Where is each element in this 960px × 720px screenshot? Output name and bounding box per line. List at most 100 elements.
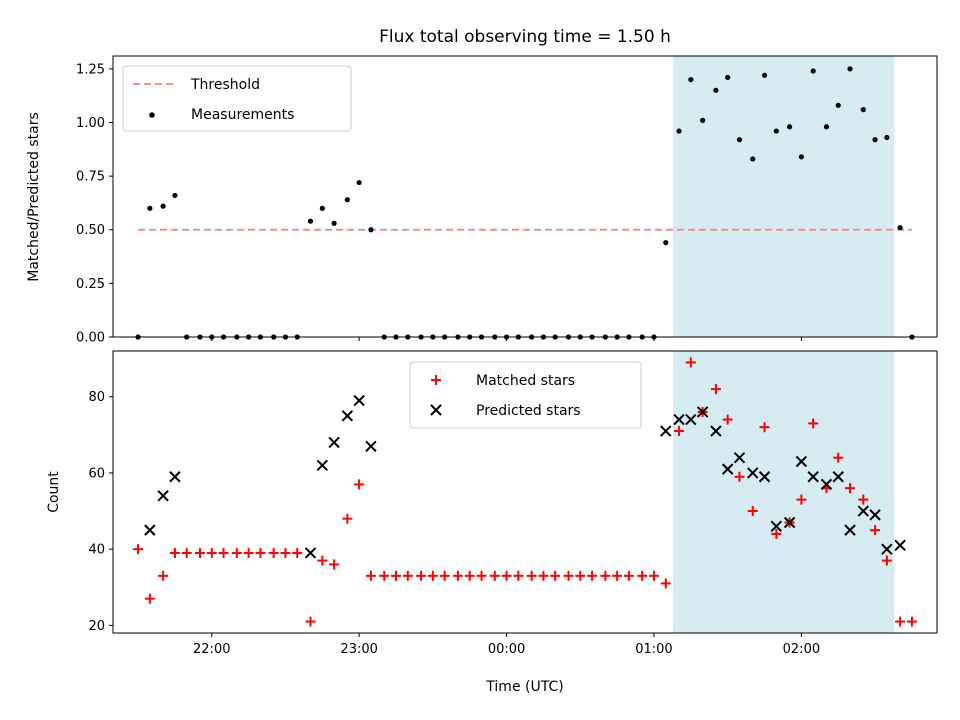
measurement-point	[773, 128, 779, 134]
bottom-x-axis: 22:00 23:00 00:00 01:00 02:00	[193, 633, 820, 657]
matched-star-point	[550, 570, 561, 581]
predicted-star-point-b	[328, 436, 340, 449]
predicted-star-point-b	[316, 459, 329, 472]
predicted-star-point-b	[795, 455, 808, 468]
matched-star-point	[489, 570, 500, 581]
matched-star-point	[648, 570, 659, 581]
measurement-point	[368, 227, 374, 233]
predicted-star-point-b	[365, 440, 377, 452]
matched-star-point	[452, 570, 463, 581]
predicted-star-point-b	[144, 524, 156, 536]
matched-star-point	[329, 559, 340, 570]
matched-star-point	[858, 494, 869, 505]
top-y-tick-label: 0.00	[76, 331, 105, 346]
bottom-legend-box	[409, 361, 642, 429]
matched-star-point	[158, 570, 169, 581]
matched-star-point	[268, 547, 279, 558]
matched-star-point	[612, 570, 623, 581]
top-y-tick-label: 0.25	[76, 277, 105, 292]
matched-star-point	[354, 479, 365, 490]
chart-title: Flux total observing time = 1.50 h	[379, 27, 671, 47]
measurement-point	[897, 225, 903, 231]
matched-star-point	[674, 426, 685, 437]
matched-star-point	[538, 570, 549, 581]
predicted-star-point	[157, 490, 169, 502]
matched-star-point	[563, 570, 574, 581]
top-legend-box	[122, 65, 352, 132]
matched-star-point	[194, 547, 205, 558]
predicted-star-point-b	[353, 394, 365, 407]
matched-star-point	[365, 570, 376, 581]
predicted-star-point	[770, 520, 783, 533]
matched-star-point	[747, 506, 758, 517]
predicted-star-point-b	[721, 463, 734, 475]
predicted-stars-series	[144, 394, 906, 559]
predicted-star-point-b	[881, 543, 893, 555]
matched-star-point	[722, 414, 733, 425]
measurement-point	[884, 134, 890, 141]
matched-star-point	[734, 471, 745, 482]
legend-matched-label: Matched stars	[476, 373, 575, 389]
matched-star-point	[402, 570, 413, 581]
matched-star-point	[416, 570, 427, 581]
matched-star-point	[391, 570, 402, 581]
legend-matched-swatch	[431, 375, 441, 385]
matched-star-point	[342, 513, 353, 524]
measurement-point	[700, 117, 706, 123]
measurement-point	[344, 197, 350, 203]
top-y-tick-label: 1.00	[76, 116, 105, 131]
measurement-point	[798, 154, 804, 160]
matched-star-point	[771, 528, 782, 539]
predicted-star-point	[869, 509, 881, 521]
legend-threshold-label: Threshold	[190, 77, 260, 93]
legend-predicted-label: Predicted stars	[476, 403, 581, 419]
x-tick-label: 02:00	[783, 642, 820, 657]
legend-measurements-swatch	[149, 112, 155, 118]
measurement-point	[860, 107, 866, 113]
matched-star-point	[379, 570, 390, 581]
predicted-star-point	[807, 471, 819, 483]
matched-star-point	[439, 570, 450, 581]
predicted-star-point	[144, 524, 156, 536]
predicted-star-point	[820, 478, 833, 491]
measurement-point	[823, 124, 830, 130]
measurement-point	[688, 76, 694, 83]
predicted-star-point	[857, 505, 870, 517]
matched-stars-series	[133, 357, 917, 627]
measurement-point	[847, 66, 853, 72]
matched-star-point	[476, 570, 487, 581]
predicted-star-point-b	[869, 509, 881, 521]
matched-star-point	[833, 452, 844, 463]
predicted-star-point	[353, 394, 365, 407]
matched-star-point	[600, 570, 611, 581]
matched-star-point	[845, 483, 856, 494]
x-axis-label: Time (UTC)	[485, 679, 563, 695]
matched-star-point	[243, 547, 254, 558]
predicted-star-point-b	[857, 505, 870, 517]
x-tick-label: 23:00	[340, 642, 377, 657]
top-y-tick-label: 1.25	[76, 62, 105, 77]
top-y-tick-label: 0.75	[76, 170, 105, 185]
measurement-point	[725, 74, 731, 81]
measurement-point	[147, 205, 153, 211]
measurement-point	[761, 72, 768, 78]
predicted-star-point-b	[770, 520, 783, 533]
predicted-star-point-b	[807, 471, 819, 483]
matched-star-point	[587, 570, 598, 581]
matched-star-point	[427, 570, 438, 581]
matched-star-point	[895, 616, 906, 627]
matched-star-point	[218, 547, 229, 558]
matched-star-point	[685, 357, 696, 368]
matched-star-point	[526, 570, 537, 581]
predicted-star-point	[844, 524, 856, 536]
predicted-star-point	[783, 516, 796, 529]
predicted-star-point-b	[820, 478, 833, 491]
legend-matched-marker	[431, 375, 441, 385]
predicted-star-point	[710, 425, 722, 437]
predicted-star-point	[795, 455, 808, 468]
predicted-star-point-b	[157, 490, 169, 502]
bottom-plot-frame	[112, 350, 938, 634]
bottom-y-axis-label: Count	[46, 471, 62, 513]
legend-measurements-label: Measurements	[191, 107, 294, 123]
predicted-star-point	[685, 413, 697, 426]
